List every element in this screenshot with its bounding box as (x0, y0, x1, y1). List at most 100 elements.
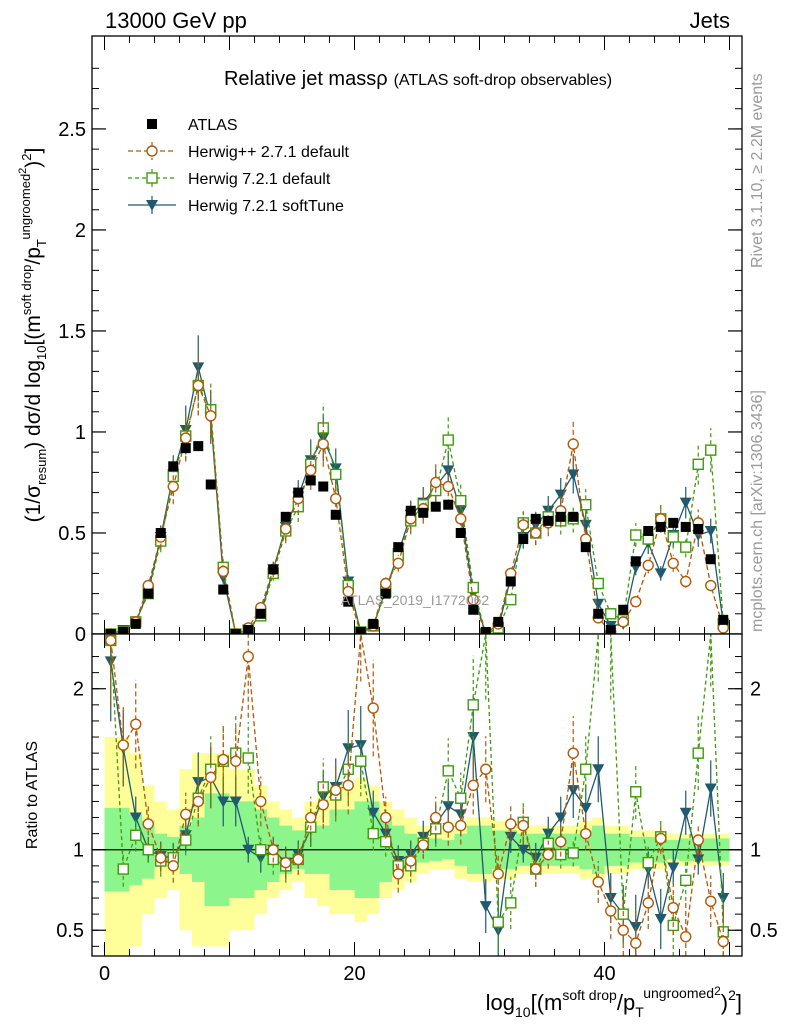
legend-label-0: ATLAS (188, 117, 238, 134)
ratio-point-s2-32 (505, 897, 517, 909)
data-point-s3-48 (704, 525, 717, 537)
ratio-point-s1-38 (580, 827, 592, 840)
legend-label-3: Herwig 7.2.1 softTune (188, 198, 344, 215)
ratio-point-s1-1 (117, 739, 129, 751)
ratio-point-s2-38 (580, 763, 592, 775)
ratio-point-s1-37 (567, 747, 579, 759)
data-point-s0-43 (643, 525, 654, 536)
data-point-s0-7 (193, 441, 204, 452)
chart-title-main: Relative jet massρ (224, 68, 388, 90)
ratio-y-axis-label: Ratio to ATLAS (24, 741, 41, 849)
data-point-s2-29 (467, 581, 479, 594)
data-point-s3-44 (654, 568, 667, 580)
ratio-point-s2-12 (255, 844, 267, 856)
ylabel-part: ) (22, 161, 45, 168)
data-point-s1-5 (167, 480, 179, 493)
ratio-point-s1-30 (480, 763, 492, 775)
data-point-s2-27 (442, 434, 454, 446)
ylabel-part: ) dσ/d log (22, 360, 45, 449)
ratio-point-s1-6 (180, 808, 192, 821)
ratio-point-s2-29 (467, 699, 479, 711)
ratio-point-s3-11 (242, 844, 255, 856)
ratio-point-s1-10 (230, 755, 242, 767)
data-point-s2-28 (455, 494, 467, 507)
ratio-point-s2-31 (492, 916, 504, 928)
data-point-s0-6 (180, 443, 191, 454)
data-point-s1-33 (517, 519, 529, 531)
data-point-s0-2 (130, 618, 141, 629)
ratio-point-s2-47 (692, 747, 704, 759)
data-point-s1-6 (180, 432, 192, 444)
ratio-point-s3-33 (517, 844, 530, 856)
ratio-point-s1-12 (255, 795, 267, 808)
ratio-point-s1-11 (242, 650, 254, 663)
data-point-s0-21 (368, 618, 379, 629)
data-point-s1-37 (567, 438, 579, 450)
xlabel-part: T (635, 1004, 644, 1020)
data-point-s0-1 (118, 626, 129, 637)
ratio-point-s3-27 (442, 801, 455, 813)
data-point-s1-28 (455, 513, 467, 525)
x-tick-label: 40 (593, 963, 615, 985)
ratio-point-s3-47 (692, 854, 705, 866)
ratio-point-s1-9 (217, 753, 229, 766)
series-line-2 (110, 383, 724, 635)
xlabel-part: 2 (714, 984, 721, 998)
ratio-point-s1-33 (517, 819, 529, 832)
y-tick-label: 0 (75, 624, 86, 646)
data-point-s2-42 (630, 529, 642, 541)
legend-marker-2 (146, 172, 158, 184)
data-point-s0-8 (205, 479, 216, 490)
ratio-ylabel-text: Ratio to ATLAS (24, 741, 41, 849)
ylabel-part: soft drop (19, 265, 34, 316)
ratio-point-s2-27 (442, 765, 454, 777)
ratio-point-s3-48 (704, 783, 717, 795)
data-point-s0-49 (718, 614, 729, 625)
data-point-s0-24 (405, 505, 416, 516)
ratio-y-tick-label-left: 1 (73, 840, 84, 862)
data-point-s0-35 (543, 515, 554, 526)
xlabel-part: ] (736, 990, 742, 1015)
ratio-point-s1-8 (205, 771, 217, 783)
data-point-s3-37 (567, 469, 580, 481)
data-point-s0-4 (155, 527, 166, 538)
data-point-s0-27 (443, 499, 454, 510)
ratio-point-s1-21 (367, 702, 379, 714)
ylabel-part: resum (34, 449, 49, 485)
ratio-point-s3-25 (417, 831, 430, 843)
y-tick-label: 1.5 (58, 321, 86, 343)
data-point-s3-46 (679, 497, 692, 509)
data-point-s0-40 (605, 624, 616, 635)
data-point-s0-12 (255, 608, 266, 619)
ratio-point-s1-23 (392, 868, 404, 880)
ratio-point-s1-42 (630, 937, 642, 949)
ratio-point-s1-4 (155, 852, 167, 864)
data-point-s0-3 (143, 588, 154, 599)
ratio-point-s3-19 (342, 743, 355, 755)
ylabel-part: 2 (19, 153, 34, 160)
legend: ATLAS Herwig++ 2.7.1 default Herwig 7.2.1 … (128, 117, 350, 215)
ratio-point-s3-10 (229, 796, 242, 808)
ratio-point-s2-43 (642, 856, 654, 869)
data-point-s1-26 (430, 476, 442, 489)
ratio-point-s1-47 (692, 834, 704, 846)
ratio-point-s1-17 (317, 798, 329, 811)
data-point-s0-30 (480, 626, 491, 637)
ylabel-part: ] (22, 148, 45, 154)
data-point-s0-18 (330, 509, 341, 520)
ratio-point-s3-45 (667, 862, 680, 874)
ratio-point-s1-25 (417, 839, 429, 851)
ratio-point-s3-46 (679, 807, 692, 819)
data-point-s0-11 (243, 624, 254, 635)
ratio-point-s1-27 (442, 821, 454, 833)
data-point-s1-19 (342, 585, 354, 598)
ratio-y-tick-label-right: 1 (750, 840, 761, 862)
data-point-s3-28 (454, 505, 467, 517)
legend-marker-1 (146, 145, 158, 157)
ratio-point-s3-36 (554, 812, 567, 824)
ratio-point-s3-12 (254, 852, 267, 864)
data-point-s1-7 (192, 379, 204, 392)
data-point-s1-17 (317, 438, 329, 450)
ratio-point-s3-17 (317, 791, 330, 803)
data-point-s0-16 (305, 475, 316, 486)
